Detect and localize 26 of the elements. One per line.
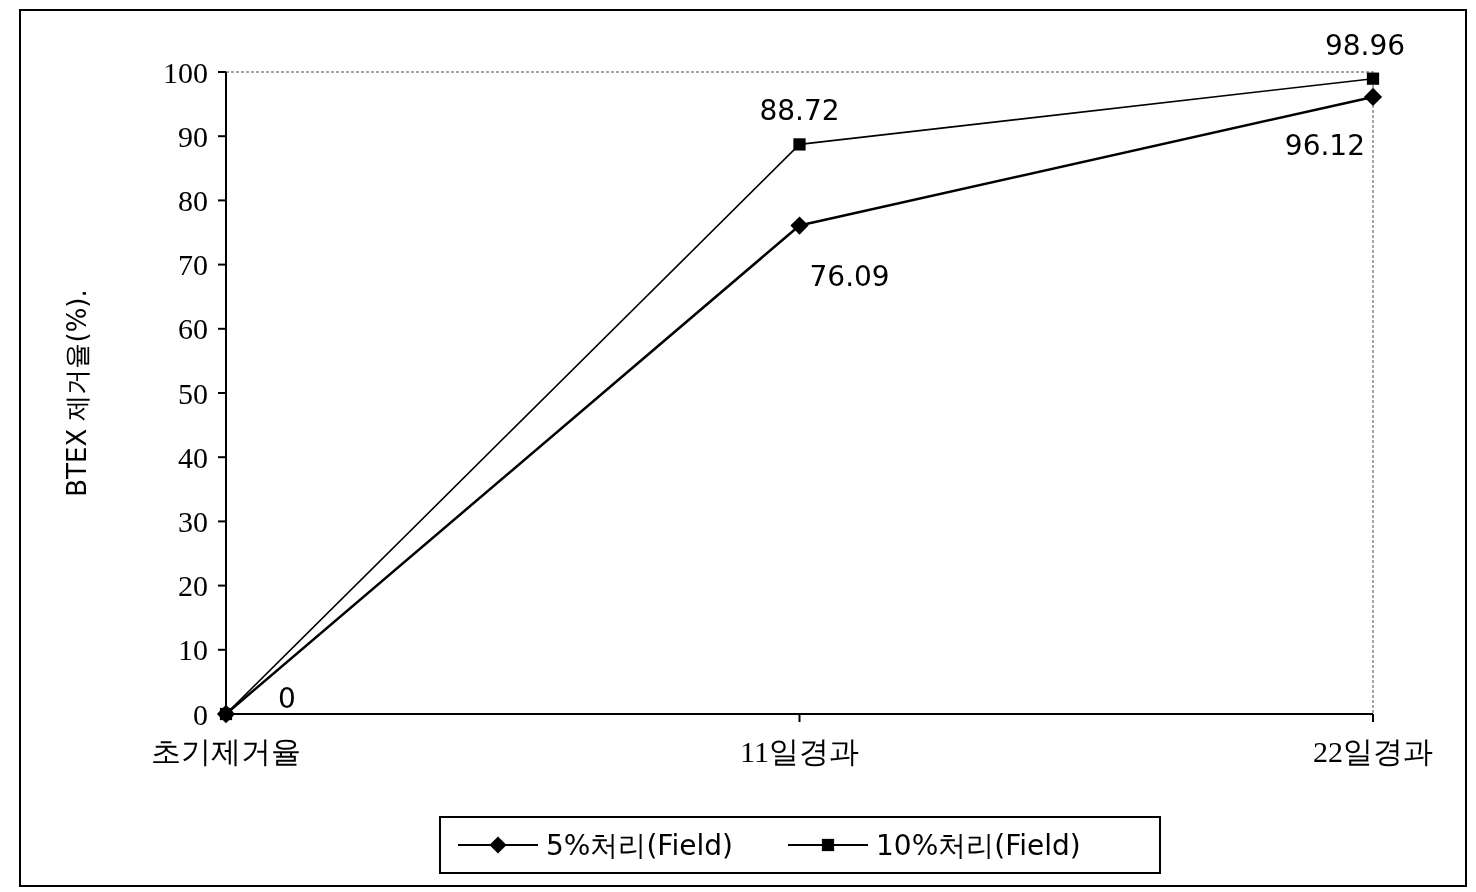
y-tick-label: 10 — [178, 633, 208, 667]
y-tick-label: 60 — [178, 312, 208, 346]
data-label: 0 — [278, 682, 296, 715]
x-tick-label: 11일경과 — [740, 735, 859, 768]
point — [1366, 72, 1380, 85]
y-tick-label: 30 — [178, 504, 208, 538]
y-tick-label: 20 — [178, 569, 208, 603]
point — [1363, 87, 1383, 107]
y-tick-label: 90 — [178, 119, 208, 153]
y-tick-label: 80 — [178, 183, 208, 217]
y-tick-label: 100 — [163, 55, 208, 89]
x-tick-label: 초기제거율 — [151, 735, 301, 768]
point — [793, 138, 806, 151]
point — [790, 216, 809, 235]
y-tick-label: 40 — [178, 440, 208, 474]
y-tick-label: 70 — [178, 248, 208, 282]
data-label: 76.09 — [809, 259, 890, 293]
y-tick-label: 50 — [178, 376, 208, 410]
data-label: 88.72 — [759, 94, 840, 128]
legend-label: 10%처리(Field) — [876, 828, 1081, 862]
y-axis-title: BTEX 제거율(%). — [62, 289, 92, 497]
data-label: 98.96 — [1324, 28, 1406, 62]
x-tick-label: 22일경과 — [1313, 735, 1433, 768]
legend-label: 5%처리(Field) — [546, 828, 733, 862]
data-label: 96.12 — [1284, 128, 1365, 162]
y-tick-label: 0 — [193, 697, 208, 731]
